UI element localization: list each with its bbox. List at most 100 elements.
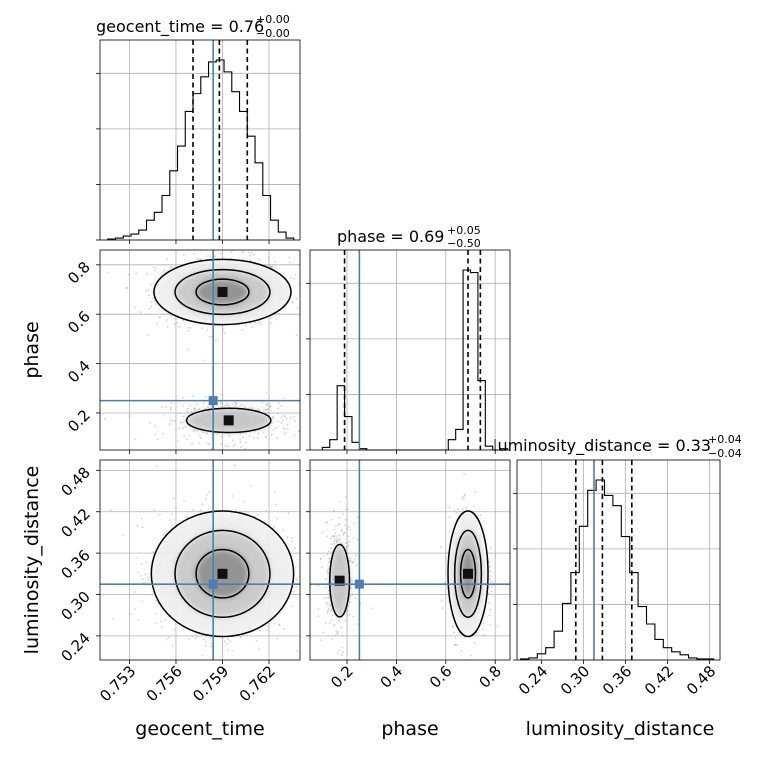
sample-point [295,585,298,588]
sample-point [353,558,356,561]
histogram-luminosity_distance [519,479,715,660]
sample-point [274,260,277,263]
sample-point [258,258,261,261]
sample-point [147,294,150,297]
sample-point [248,435,251,437]
sample-point [336,652,339,655]
sample-point [265,403,268,406]
sample-point [448,506,451,508]
sample-point [269,265,272,268]
sample-point [322,555,325,557]
sample-point [347,609,349,612]
sample-point [198,408,200,411]
sample-point [340,542,343,544]
sample-point [348,529,351,531]
sample-point [338,523,341,525]
sample-point [220,393,222,396]
sample-point [334,635,337,637]
sample-point [296,578,298,581]
sample-point [239,438,242,440]
sample-point [249,485,252,487]
contour-line [195,548,250,599]
sample-point [134,591,137,593]
sample-point [229,640,232,643]
truth-marker [208,396,218,406]
sample-point [268,264,270,267]
sample-point [324,586,327,589]
sample-point [300,542,302,544]
sample-point [328,622,331,624]
contour-line [447,510,489,638]
sample-point [169,314,172,317]
sample-point [141,526,144,529]
sample-point [293,415,295,418]
density-peak [334,575,345,586]
sample-point [157,438,160,440]
sample-point [166,326,169,329]
x-tick-label: 0.30 [557,662,593,698]
sample-point [196,258,199,261]
sample-point [481,628,484,631]
sample-point [188,434,191,437]
sample-point [191,442,193,445]
sample-point [155,622,158,625]
sample-point [182,404,185,407]
sample-point [455,511,458,514]
sample-point [282,529,285,531]
sample-point [141,578,144,580]
sample-point [278,624,281,627]
contour-line [185,407,272,434]
sample-point [356,593,359,596]
sample-point [285,417,288,420]
sample-point [340,530,343,532]
sample-point [169,419,172,421]
sample-point [244,447,247,450]
sample-point [462,496,465,498]
x-tick-label: 0.759 [189,662,232,705]
sample-point [179,412,181,415]
sample-point [206,406,209,409]
sample-point [122,534,125,537]
sample-point [282,397,285,400]
sample-point [219,443,222,445]
sample-point [333,542,336,545]
truth-marker [208,579,218,589]
sample-point [344,524,347,527]
sample-point [161,405,164,408]
sample-point [317,615,320,618]
contour-line [329,543,351,618]
sample-point [347,544,350,547]
sample-point [158,316,161,318]
y-tick-label: 0.6 [64,307,94,337]
sample-point [339,501,342,503]
sample-point [234,404,237,407]
sample-point [200,437,202,439]
sample-point [338,516,341,519]
sample-point [288,256,291,259]
sample-point [239,636,242,638]
sample-point [295,334,298,337]
ylabel-phase: phase [21,321,43,378]
sample-point [356,516,359,519]
sample-point [359,602,362,605]
sample-point [204,498,207,500]
sample-point [177,440,179,442]
y-tick-label: 0.42 [57,505,93,541]
sample-point [322,631,325,634]
sample-point [193,410,196,413]
sample-point [327,550,330,553]
sample-point [192,430,195,432]
sample-point [324,622,327,624]
sample-point [341,634,344,637]
sample-point [285,432,288,434]
sample-point [274,264,277,267]
sample-point [275,266,278,269]
sample-point [326,610,329,613]
sample-point [282,414,285,417]
sample-point [196,403,198,406]
sample-point [175,507,178,509]
sample-point [178,427,181,430]
sample-point [284,428,286,430]
sample-point [201,327,204,330]
sample-point [332,535,335,537]
